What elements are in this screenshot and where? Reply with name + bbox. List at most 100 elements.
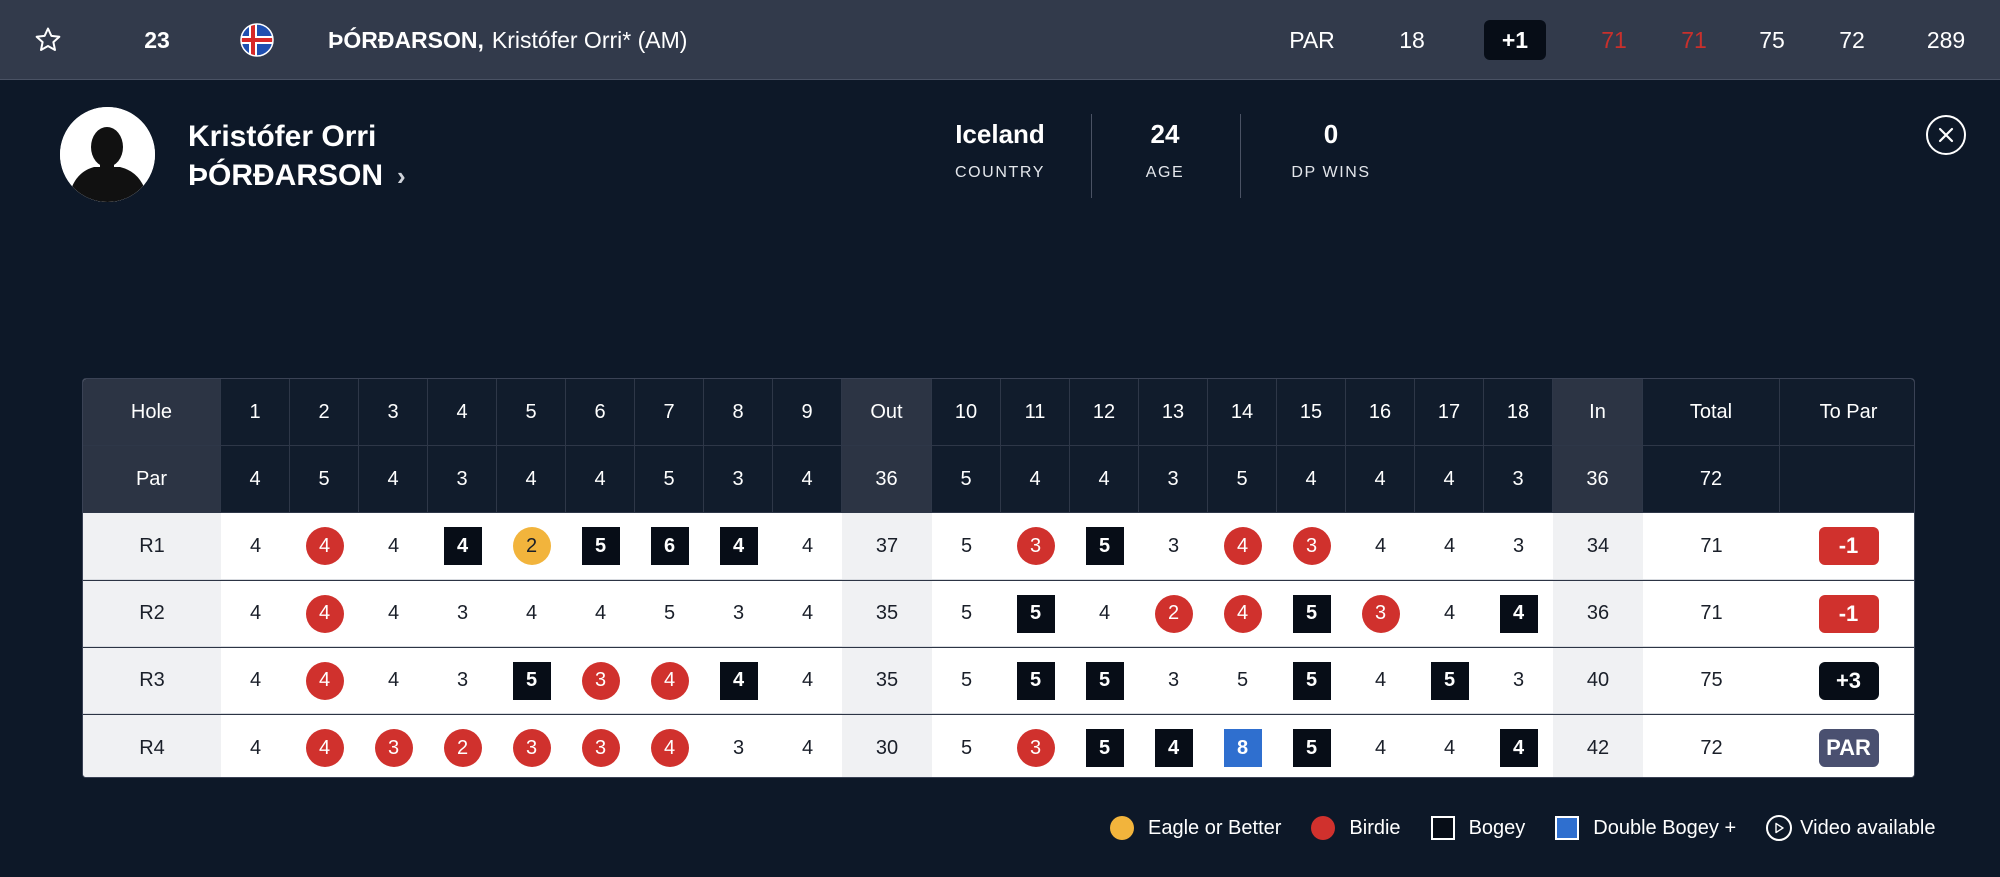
round-row-r2: R2 4 4 4 3 4 4 5 3 4 35 5 5 4 2 4 5 3 4 4 36 71 -1: [83, 580, 1914, 647]
player-name-link[interactable]: ÞÓRÐARSON, Kristófer Orri* (AM): [328, 0, 687, 80]
score-cell: 4: [221, 580, 290, 647]
eagle-swatch-icon: [1110, 816, 1134, 840]
score-value: 4: [249, 669, 262, 691]
to-par-badge: -1: [1818, 527, 1879, 565]
hole-header-cell: 13: [1139, 379, 1208, 446]
leaderboard-row[interactable]: 23 ÞÓRÐARSON, Kristófer Orri* (AM) PAR 1…: [0, 0, 2000, 80]
score-cell: 5: [1070, 714, 1139, 777]
round-to-par: -1: [1780, 580, 1914, 647]
birdie-swatch-icon: [1311, 816, 1336, 840]
round-row-r1: R1 4 4 4 4 2 5 6 4 4 37 5 3 5 3 4 3 4 4 3 34 71 -1: [83, 513, 1914, 580]
score-cell: 3: [359, 714, 428, 777]
birdie-marker: 3: [374, 729, 413, 767]
bogey-marker: 5: [1292, 594, 1331, 633]
in-total: 40: [1553, 647, 1643, 714]
round-2-score: 71: [1681, 26, 1707, 53]
in-total: 36: [1553, 580, 1643, 647]
score-value: 4: [594, 602, 607, 624]
score-cell: 5: [932, 647, 1001, 714]
to-par-badge: PAR: [1818, 729, 1879, 767]
age-value: 24: [1150, 119, 1180, 149]
legend-birdie: Birdie: [1311, 816, 1401, 840]
score-cell: 5: [635, 580, 704, 647]
score-value: 3: [1512, 534, 1525, 557]
score-value: 3: [1167, 669, 1180, 691]
score-value: 3: [732, 602, 745, 624]
birdie-marker: 4: [305, 594, 344, 633]
score-cell: 2: [428, 714, 497, 777]
score-value: 4: [1098, 602, 1111, 624]
score-value: 5: [663, 602, 676, 624]
score-value: 3: [1512, 669, 1525, 691]
to-par-badge: -1: [1818, 594, 1879, 633]
score-cell: 3: [704, 714, 773, 777]
bogey-marker: 5: [512, 661, 551, 700]
score-cell: 5: [1277, 647, 1346, 714]
score-value: 4: [801, 669, 814, 691]
score-cell: 4: [704, 513, 773, 580]
score-value: 4: [801, 736, 814, 759]
score-cell: 4: [1208, 580, 1277, 647]
stat-divider: [1240, 114, 1241, 198]
round-row-r3: R3 4 4 4 3 5 3 4 4 4 35 5 5 5 3 5 5 4 5 3 40 75 +3: [83, 647, 1914, 714]
par-cell: 5: [932, 446, 1001, 513]
bogey-marker: 4: [719, 527, 758, 565]
score-value: 4: [249, 602, 262, 624]
close-icon[interactable]: [1926, 115, 1966, 155]
birdie-marker: 3: [581, 729, 620, 767]
score-cell: 5: [566, 513, 635, 580]
score-value: 4: [1443, 534, 1456, 557]
score-cell: 4: [221, 513, 290, 580]
score-cell: 3: [428, 580, 497, 647]
chevron-right-icon: ›: [397, 161, 406, 191]
score-cell: 4: [1415, 714, 1484, 777]
score-cell: 5: [1208, 647, 1277, 714]
out-total: 35: [842, 647, 932, 714]
profile-last-name: ÞÓRÐARSON: [188, 159, 384, 192]
score-cell: 3: [1484, 513, 1553, 580]
round-to-par: -1: [1780, 513, 1914, 580]
score-cell: 3: [497, 714, 566, 777]
favourite-star-icon[interactable]: [32, 0, 64, 80]
bogey-marker: 4: [1154, 729, 1193, 767]
par-cell: 4: [566, 446, 635, 513]
score-value: 4: [1374, 669, 1387, 691]
score-cell: 3: [1277, 513, 1346, 580]
thru-label: PAR: [1289, 26, 1335, 53]
birdie-marker: 4: [305, 527, 344, 565]
round-label: R2: [83, 580, 221, 647]
legend-double-bogey: Double Bogey +: [1555, 816, 1736, 840]
double-bogey-marker: 8: [1223, 729, 1262, 767]
dp-wins-label: DP WINS: [1291, 164, 1371, 181]
score-cell: 2: [1139, 580, 1208, 647]
par-row: Par 4 5 4 3 4 4 5 3 4 36 5 4 4 3 5 4 4 4 3 36 72: [83, 446, 1914, 513]
hole-header-cell: 6: [566, 379, 635, 446]
par-cell: 4: [1070, 446, 1139, 513]
score-cell: 4: [773, 647, 842, 714]
score-cell: 5: [932, 580, 1001, 647]
hole-header-cell: 16: [1346, 379, 1415, 446]
player-profile-link[interactable]: Kristófer Orri ÞÓRÐARSON ›: [188, 117, 406, 196]
score-value: 4: [387, 602, 400, 624]
par-cell: 3: [1139, 446, 1208, 513]
score-value: 5: [960, 669, 973, 691]
score-cell: 4: [1484, 714, 1553, 777]
round-1-score: 71: [1601, 26, 1627, 53]
round-total: 71: [1643, 513, 1780, 580]
round-label: R4: [83, 714, 221, 777]
hole-header-cell: 1: [221, 379, 290, 446]
birdie-marker: 4: [1223, 527, 1262, 565]
legend: Eagle or Better Birdie Bogey Double Boge…: [1110, 810, 1935, 846]
score-cell: 5: [1070, 513, 1139, 580]
score-cell: 4: [1070, 580, 1139, 647]
score-value: 5: [960, 602, 973, 624]
score-value: 4: [387, 534, 400, 557]
score-cell: 3: [1001, 714, 1070, 777]
par-cell: 4: [1277, 446, 1346, 513]
bogey-marker: 5: [1016, 661, 1055, 700]
par-cell: 4: [359, 446, 428, 513]
score-value: 3: [456, 602, 469, 624]
bogey-marker: 5: [1430, 661, 1469, 700]
hole-header-cell: 18: [1484, 379, 1553, 446]
score-value: 4: [249, 736, 262, 759]
